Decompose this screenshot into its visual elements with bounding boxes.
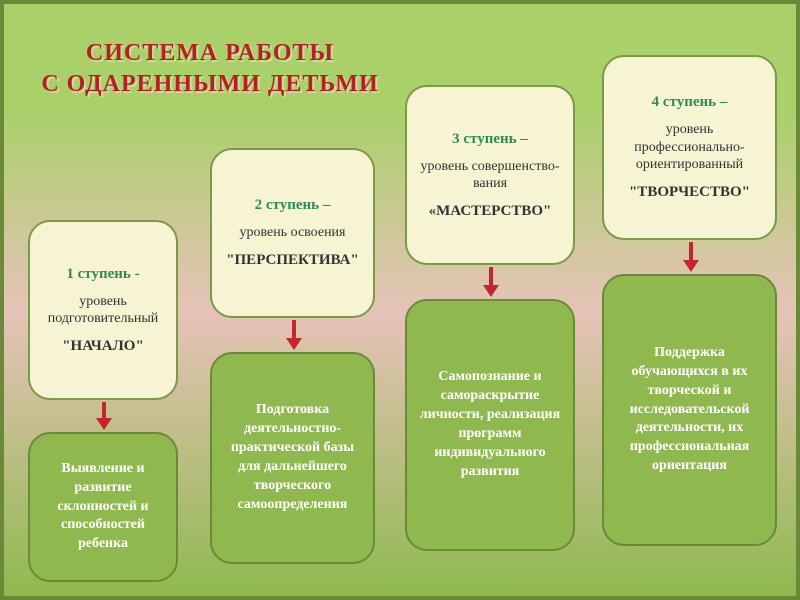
arrow-down-icon <box>682 242 700 272</box>
description-box-4: Поддержка обучающихся в их творческой и … <box>602 274 777 546</box>
stage-name: «МАСТЕРСТВО" <box>429 203 552 220</box>
stage-box-3: 3 ступень – уровень совершенство-​вания «М… <box>405 85 575 265</box>
level-text: уровень профессионально-ориентированный <box>616 121 763 174</box>
stage-box-4: 4 ступень – уровень профессионально-ориен… <box>602 55 777 240</box>
diagram-canvas: СИСТЕМА РАБОТЫ С ОДАРЕННЫМИ ДЕТЬМИ 1 сту… <box>0 0 800 600</box>
stage-box-1: 1 ступень - уровень подготовитель​ный "НАЧ… <box>28 220 178 400</box>
title-line1: СИСТЕМА РАБОТЫ <box>30 38 390 69</box>
stage-name: "НАЧАЛО" <box>62 338 144 355</box>
description-box-1: Выявление и развитие склонностей и спосо… <box>28 432 178 582</box>
stage-label: 1 ступень - <box>66 266 139 283</box>
stage-name: "ПЕРСПЕКТИВА" <box>226 252 359 269</box>
stage-box-2: 2 ступень – уровень освоения "ПЕРСПЕКТИВА" <box>210 148 375 318</box>
level-text: уровень подготовитель​ный <box>42 293 164 328</box>
arrow-down-icon <box>482 267 500 297</box>
arrow-down-icon <box>285 320 303 350</box>
stage-name: "ТВОРЧЕСТВО" <box>629 184 750 201</box>
description-box-2: Подготовка деятельностно-практической ба… <box>210 352 375 564</box>
title-line2: С ОДАРЕННЫМИ ДЕТЬМИ <box>30 69 390 100</box>
level-text: уровень освоения <box>239 224 345 242</box>
stage-label: 2 ступень – <box>255 197 331 214</box>
description-box-3: Самопознание и самораскрытие личности, р… <box>405 299 575 551</box>
stage-label: 4 ступень – <box>652 94 728 111</box>
level-text: уровень совершенство-​вания <box>419 158 561 193</box>
arrow-down-icon <box>95 402 113 430</box>
page-title: СИСТЕМА РАБОТЫ С ОДАРЕННЫМИ ДЕТЬМИ <box>30 38 390 100</box>
stage-label: 3 ступень – <box>452 131 528 148</box>
